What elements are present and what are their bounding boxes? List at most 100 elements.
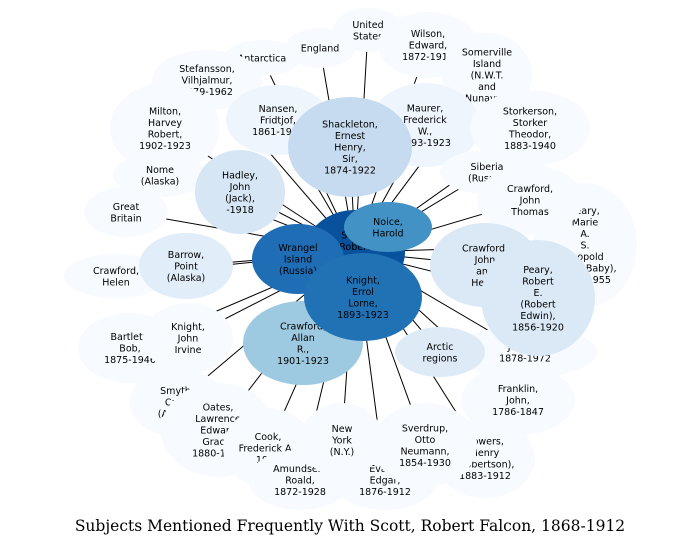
node-label: Peary, (523, 265, 553, 276)
node-label: Lorne, (348, 298, 378, 309)
node-label: Storkerson, (503, 106, 557, 117)
node-label: 1854-1930 (399, 458, 451, 469)
node-label: (N.Y.) (330, 447, 354, 458)
node-bubble (300, 403, 384, 477)
node-label: (Robert (520, 299, 555, 310)
node-bubble (304, 253, 422, 341)
node-label: Grace, (202, 437, 233, 448)
node-label: John (177, 334, 199, 345)
node-label: W., (418, 126, 432, 137)
node-label: Amundsen, (273, 464, 327, 475)
node-label: 1874-1922 (324, 166, 376, 177)
node-label: Maurer, (407, 103, 444, 114)
node-label: Allan (291, 333, 315, 344)
node-label: Thomas (510, 207, 549, 218)
node-label: (Alaska) (167, 273, 205, 284)
node-label: Harvey (148, 118, 182, 129)
node-label: 1883-1912 (459, 471, 511, 482)
node-label: Edgar, (370, 476, 401, 487)
node-label: Theodor, (508, 129, 551, 140)
node-label: 1861-1930 (252, 127, 304, 138)
node-bubble (344, 202, 432, 252)
node-label: 1901-1923 (277, 356, 329, 367)
node-label: Antarctica (238, 54, 286, 65)
node-label: Noice, (373, 217, 403, 228)
node-label: Island (473, 59, 501, 70)
node-label: Marie (572, 218, 599, 229)
node-label: Henry, (334, 143, 366, 154)
node-label: Helen (102, 277, 130, 288)
node-label: Peary, (570, 206, 600, 217)
node-label: 1893-1923 (399, 138, 451, 149)
node-label: (Jack), (225, 193, 255, 204)
node-label: Neumann, (400, 446, 449, 457)
node-label: Crawford, (507, 184, 553, 195)
node-label: 1879-1962 (181, 87, 233, 98)
node-label: 1876-1912 (359, 487, 411, 498)
node-label: -1918 (226, 205, 254, 216)
node-label: Somerville (462, 48, 512, 59)
node-label: (N.W.T. (471, 71, 504, 82)
node-label: Roald, (285, 476, 315, 487)
node-label: John, (505, 396, 530, 407)
nodes: UnitedStatesEnglandAntarcticaWilson,Edwa… (64, 8, 637, 510)
node: Noice,Harold (344, 202, 432, 252)
node-label: Wilson, (411, 29, 445, 40)
node-label: 1872-1928 (274, 487, 326, 498)
node-label: Robert, (148, 129, 183, 140)
node-label: Nansen, (259, 104, 298, 115)
node-bubble (288, 97, 412, 197)
node-label: Robert (522, 276, 554, 287)
node-label: Ernest (335, 131, 366, 142)
node-label: and (476, 266, 494, 277)
node-label: R., (297, 344, 309, 355)
node-label: Nome (146, 165, 174, 176)
node-label: E. (533, 288, 542, 299)
node-label: 1893-1923 (337, 310, 389, 321)
node-bubble (481, 240, 595, 356)
node-label: Bartlett, (111, 332, 150, 343)
node-label: and (478, 82, 496, 93)
node-label: Irvine (175, 345, 202, 356)
node-label: Britain (110, 213, 141, 224)
node-label: Leopold (566, 252, 603, 263)
node-label: Shackleton, (322, 120, 378, 131)
node-label: 1880-1912 (192, 449, 244, 460)
node-label: John (229, 182, 251, 193)
node-label: Harold (372, 228, 403, 239)
node-bubble (470, 90, 590, 166)
node-label: 1786-1847 (492, 407, 544, 418)
node-label: Milton, (149, 106, 181, 117)
node-label: (Russia) (468, 173, 506, 184)
node-label: John (519, 196, 541, 207)
node-label: Errol (352, 287, 374, 298)
node-label: Edwin), (520, 311, 555, 322)
node-label: Crawford, (93, 266, 139, 277)
node-label: Siberia (471, 162, 504, 173)
node-bubble (110, 83, 220, 173)
node-label: Vilhjalmur, (182, 76, 233, 87)
node-label: 1872-1912 (402, 52, 454, 63)
node-label: Frederick (403, 115, 447, 126)
node-label: 1856-1920 (512, 322, 564, 333)
node-label: Arctic (426, 342, 453, 353)
node-label: Robert (339, 242, 371, 253)
node-label: Henry (471, 448, 500, 459)
node-label: Crawford, (462, 243, 508, 254)
node-bubble (143, 303, 233, 373)
node-label: Knight, (346, 275, 380, 286)
node-label: Bowers, (466, 436, 504, 447)
node-bubble (461, 365, 575, 435)
node-label: 1902-1923 (139, 141, 191, 152)
node-label: Otto (415, 435, 436, 446)
